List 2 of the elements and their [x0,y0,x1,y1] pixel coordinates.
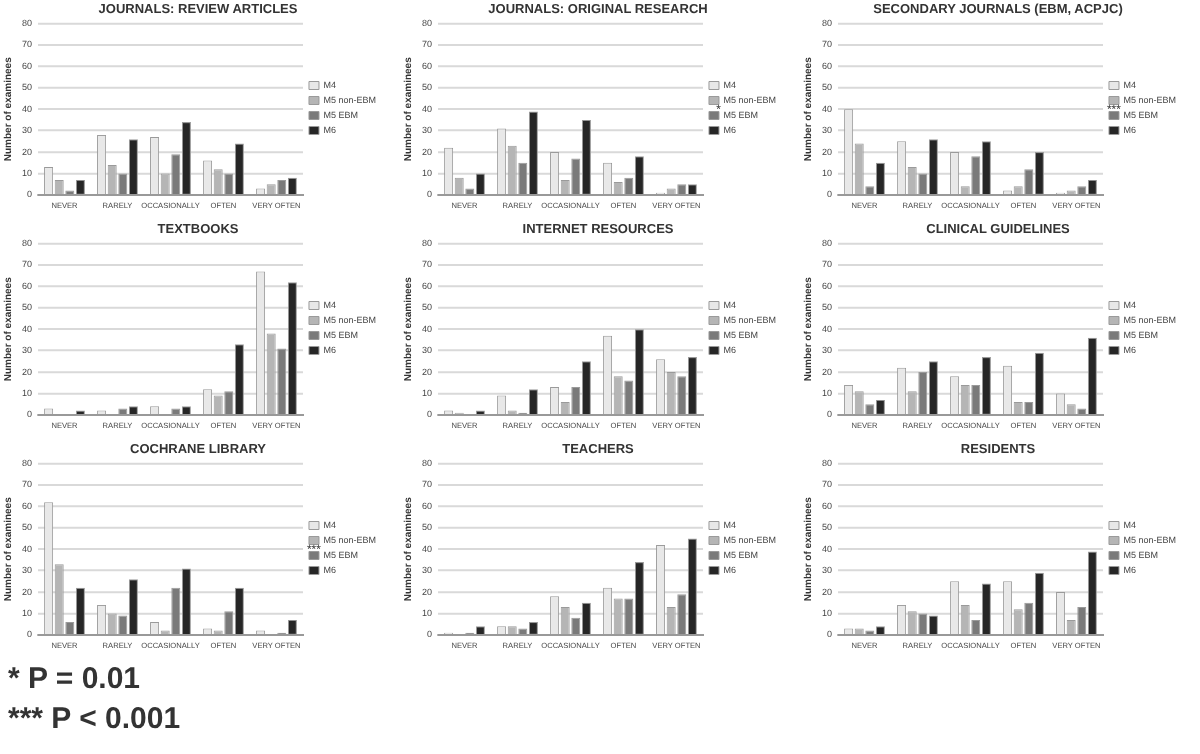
text: * P = 0.01 [8,660,143,700]
text: *** P < 0.001 [8,700,181,740]
